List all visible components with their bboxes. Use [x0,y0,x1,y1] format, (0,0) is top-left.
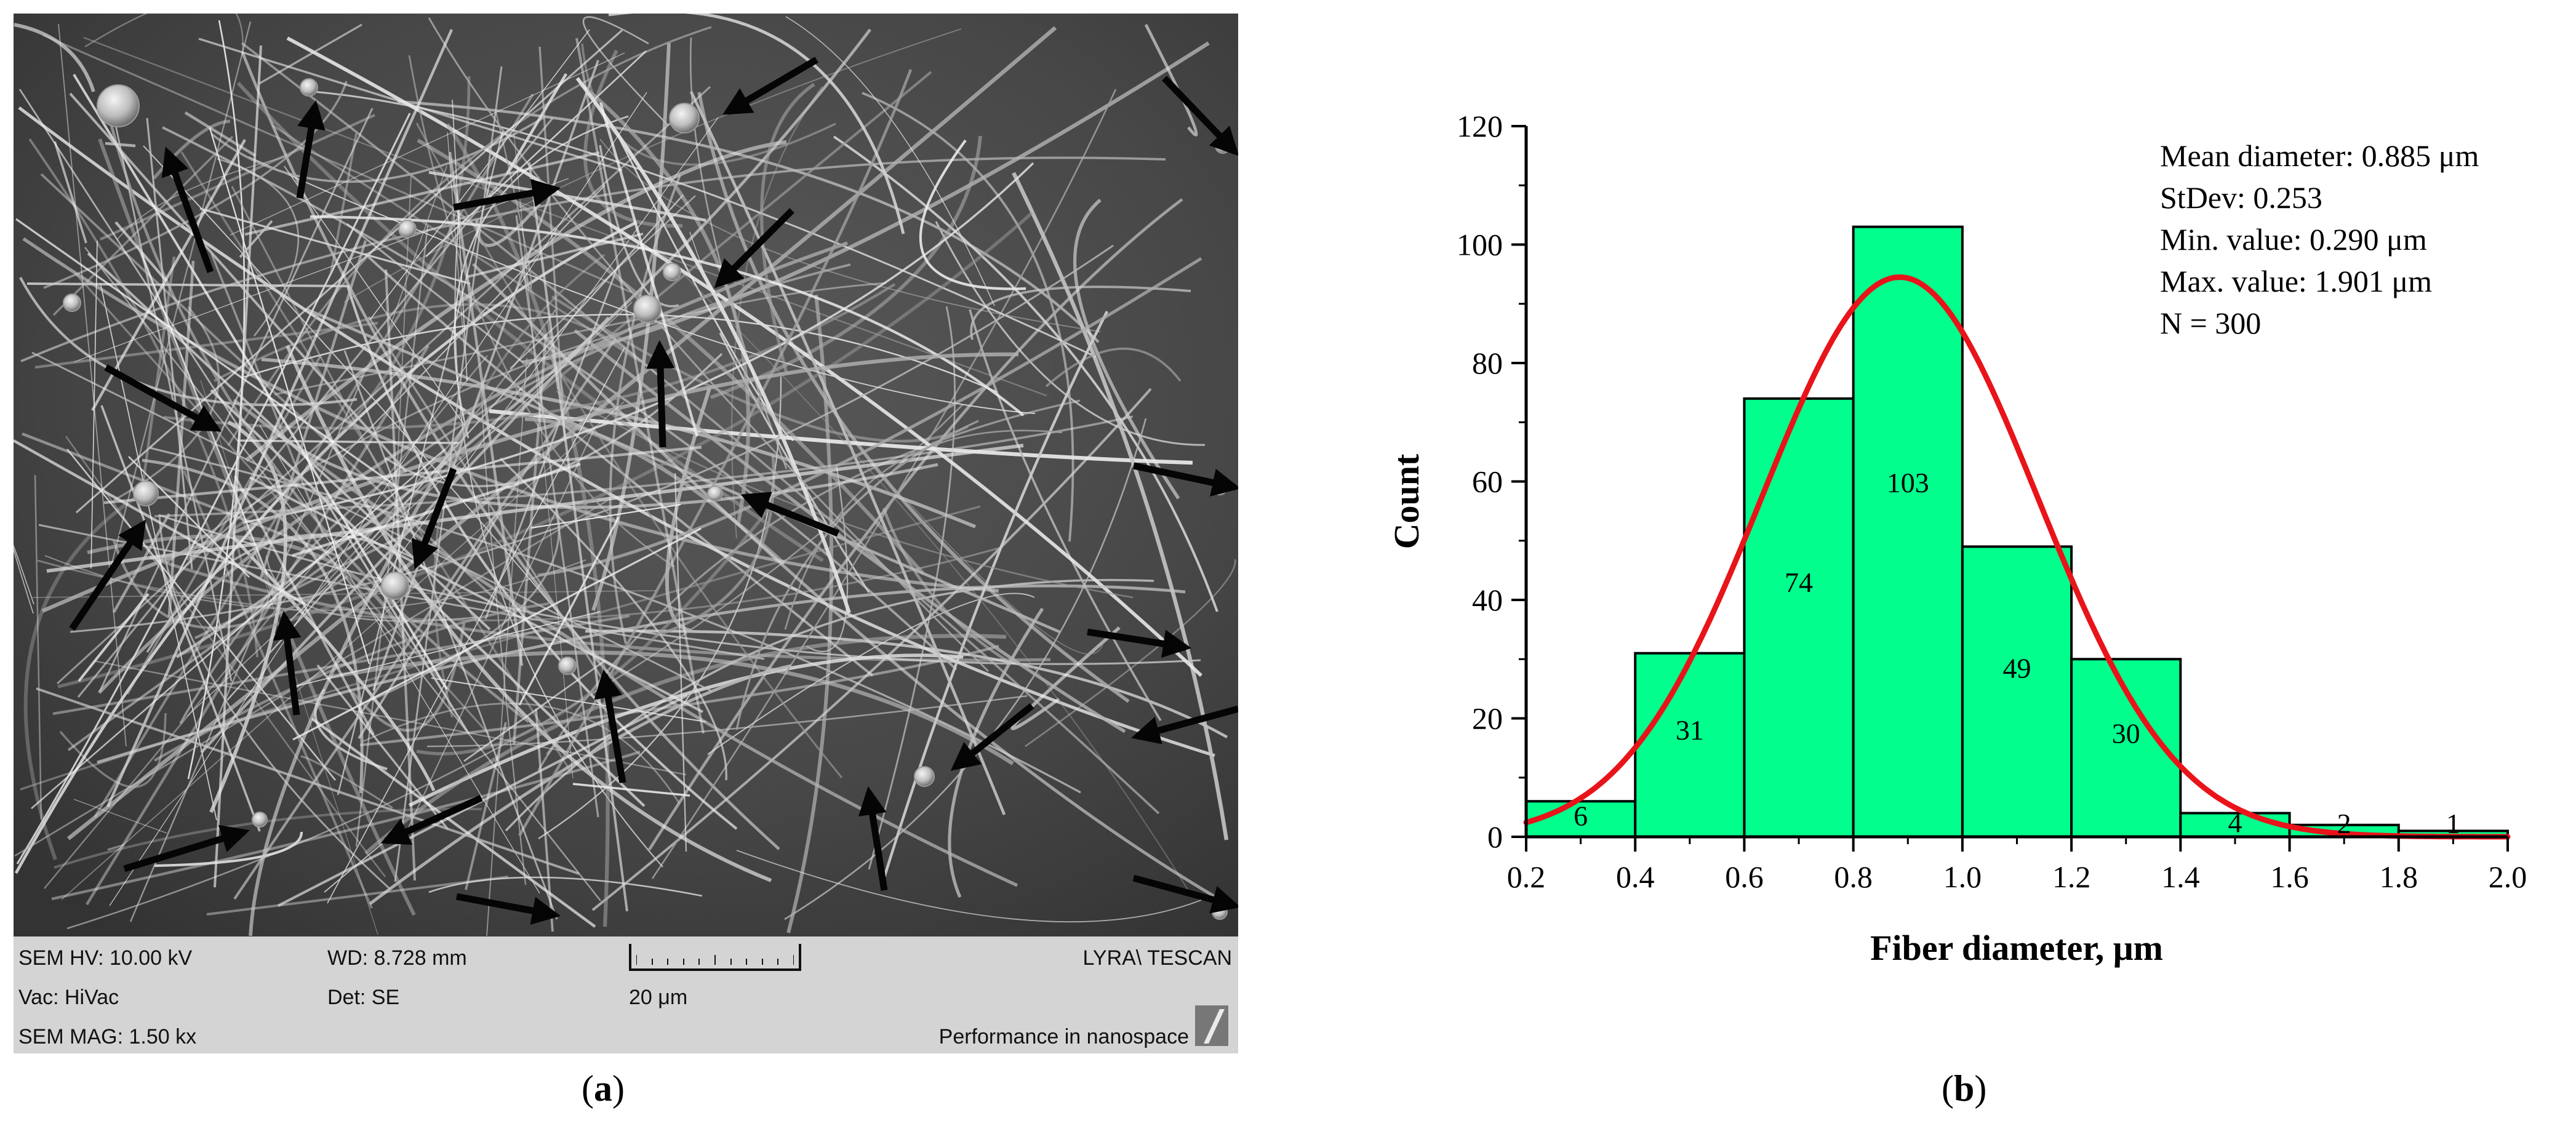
stats-box: Mean diameter: 0.885 μm StDev: 0.253 Min. … [2160,138,2479,340]
bar-data-label: 103 [1887,467,1929,498]
sem-hv-text: SEM HV: 10.00 kV [18,946,193,970]
x-tick-label: 1.6 [2270,860,2309,894]
bar-data-label: 74 [1785,567,1813,598]
stats-line: Mean diameter: 0.885 μm [2160,138,2479,173]
bar-data-label: 6 [1574,801,1588,832]
y-axis-label: Count [1386,453,1426,549]
bar-data-label: 4 [2228,807,2242,839]
y-tick-label: 40 [1472,583,1503,617]
histogram-bar [1961,545,2073,838]
tescan-brand-text: LYRA\ TESCAN [1082,946,1232,970]
sem-databar: SEM HV: 10.00 kV Vac: HiVac SEM MAG: 1.5… [14,936,1238,1053]
histogram-bar [1743,397,1855,838]
sem-vac-text: Vac: HiVac [18,986,119,1009]
sem-panel: SEM HV: 10.00 kV Vac: HiVac SEM MAG: 1.5… [14,14,1238,1053]
caption-a: (a) [582,1068,625,1109]
stats-line: Min. value: 0.290 μm [2160,222,2427,257]
x-tick-label: 1.2 [2052,860,2091,894]
bar-data-label: 30 [2112,718,2140,749]
stats-line: Max. value: 1.901 μm [2160,264,2432,298]
tick-labels: 0.2 0.4 0.6 0.8 1.0 1.2 1.4 1.6 1.8 2.0 0 20 40 60 80 1… [1457,109,2527,894]
sem-det-text: Det: SE [327,986,400,1009]
y-tick-label: 20 [1472,701,1503,736]
x-axis-label: Fiber diameter, μm [1870,928,2163,968]
bar-data-label: 49 [2003,652,2031,684]
stats-line: StDev: 0.253 [2160,180,2322,215]
scale-bar [629,944,801,971]
sem-wd-text: WD: 8.728 mm [327,946,467,970]
caption-a-letter: a [593,1068,612,1109]
stats-line: N = 300 [2160,306,2261,340]
caption-b-letter: b [1953,1068,1975,1109]
bar-data-label: 2 [2337,808,2351,839]
scale-bar-label: 20 μm [629,986,688,1009]
x-tick-label: 2.0 [2489,860,2527,894]
histogram-bar [1852,225,1964,838]
y-tick-label: 80 [1472,346,1503,380]
sem-micrograph [14,14,1238,936]
x-tick-label: 0.4 [1616,860,1655,894]
axes-layer [1511,125,2509,852]
bars-layer [1525,225,2510,838]
x-tick-label: 1.8 [2380,860,2418,894]
y-tick-label: 100 [1457,228,1503,262]
y-tick-label: 0 [1487,820,1503,854]
y-tick-label: 60 [1472,465,1503,499]
caption-b: (b) [1942,1068,1987,1109]
x-tick-label: 0.6 [1725,860,1764,894]
sem-mag-text: SEM MAG: 1.50 kx [18,1025,197,1048]
bar-data-label: 1 [2446,808,2460,839]
scale-bar-ticks [636,955,794,965]
bar-data-label: 31 [1676,714,1704,746]
x-tick-label: 0.8 [1834,860,1873,894]
y-tick-label: 120 [1457,109,1503,143]
tescan-slogan-text: Performance in nanospace [938,1025,1189,1048]
normal-fit-curve [1523,274,2511,840]
x-tick-label: 1.0 [1943,860,1982,894]
tescan-logo-icon [1195,1005,1228,1046]
x-tick-label: 0.2 [1507,860,1546,894]
data-labels: 6 31 74 103 49 30 4 2 1 [1574,467,2460,839]
x-tick-label: 1.4 [2161,860,2200,894]
fiber-diameter-histogram: 0.2 0.4 0.6 0.8 1.0 1.2 1.4 1.6 1.8 2.0 0 20 40 60 80 1… [1386,109,2527,968]
